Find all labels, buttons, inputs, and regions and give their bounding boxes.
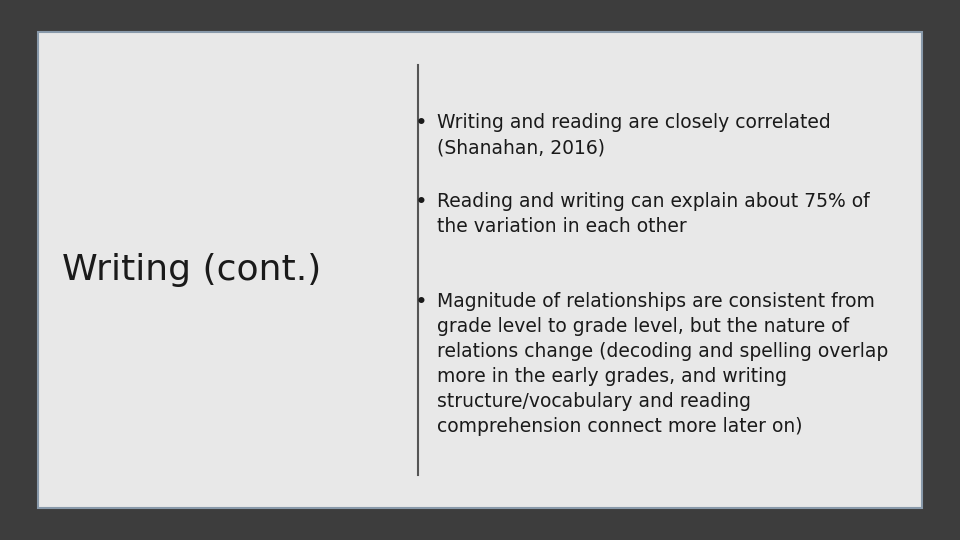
Text: Writing and reading are closely correlated
(Shanahan, 2016): Writing and reading are closely correlat…	[437, 113, 830, 157]
Text: •: •	[415, 113, 427, 133]
Text: Reading and writing can explain about 75% of
the variation in each other: Reading and writing can explain about 75…	[437, 192, 870, 235]
Text: Magnitude of relationships are consistent from
grade level to grade level, but t: Magnitude of relationships are consisten…	[437, 292, 888, 436]
Text: Writing (cont.): Writing (cont.)	[62, 253, 322, 287]
Text: •: •	[415, 192, 427, 212]
Text: •: •	[415, 292, 427, 312]
